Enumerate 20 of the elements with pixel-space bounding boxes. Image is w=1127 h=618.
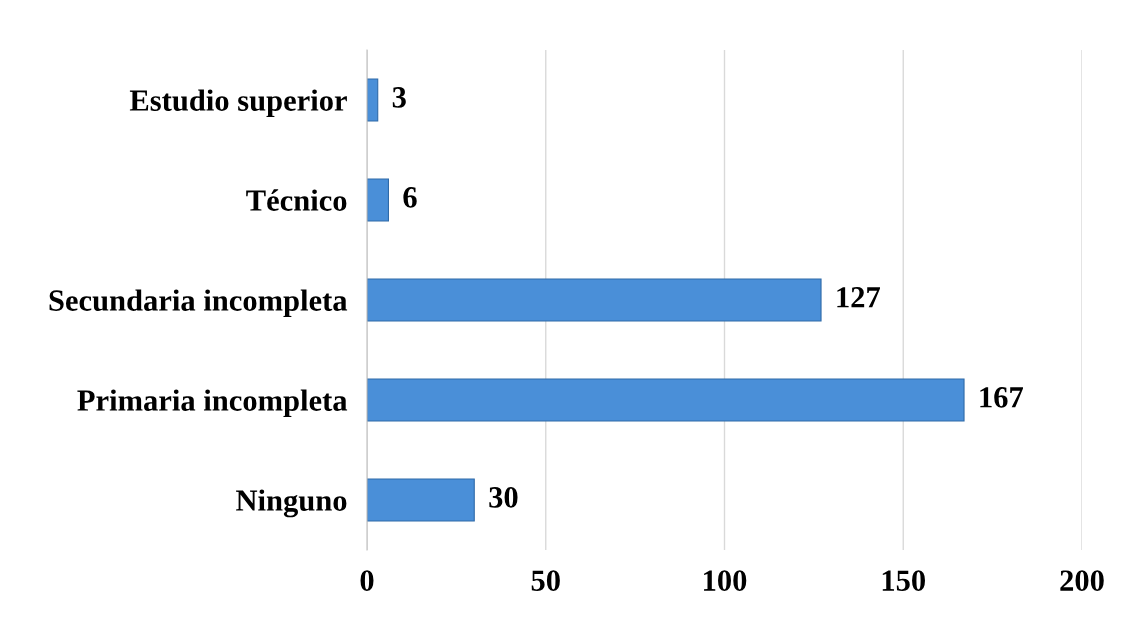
bar	[367, 378, 965, 422]
x-tick-label: 50	[531, 570, 560, 591]
data-label: 3	[392, 87, 406, 108]
bar	[367, 278, 822, 322]
y-tick-label: Ninguno	[236, 489, 347, 518]
data-label: 30	[489, 487, 518, 508]
y-tick-label: Primaria incompleta	[77, 389, 348, 418]
data-label: 127	[837, 287, 880, 308]
y-tick-label: Estudio superior	[129, 89, 347, 118]
data-label: 167	[980, 387, 1023, 408]
data-label: 6	[403, 187, 417, 208]
x-tick-label: 200	[1060, 570, 1104, 591]
x-tick-label: 0	[360, 570, 374, 591]
bar	[367, 78, 379, 122]
bar	[367, 478, 475, 522]
x-tick-label: 100	[704, 570, 747, 591]
y-tick-label: Técnico	[246, 189, 347, 211]
x-tick-label: 150	[882, 570, 925, 591]
y-tick-label: Secundaria incompleta	[49, 289, 348, 318]
bar	[367, 178, 390, 222]
